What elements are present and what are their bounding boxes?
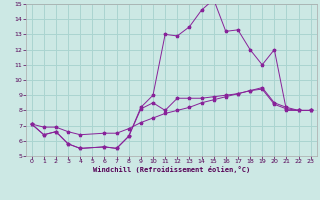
X-axis label: Windchill (Refroidissement éolien,°C): Windchill (Refroidissement éolien,°C)	[92, 166, 250, 173]
